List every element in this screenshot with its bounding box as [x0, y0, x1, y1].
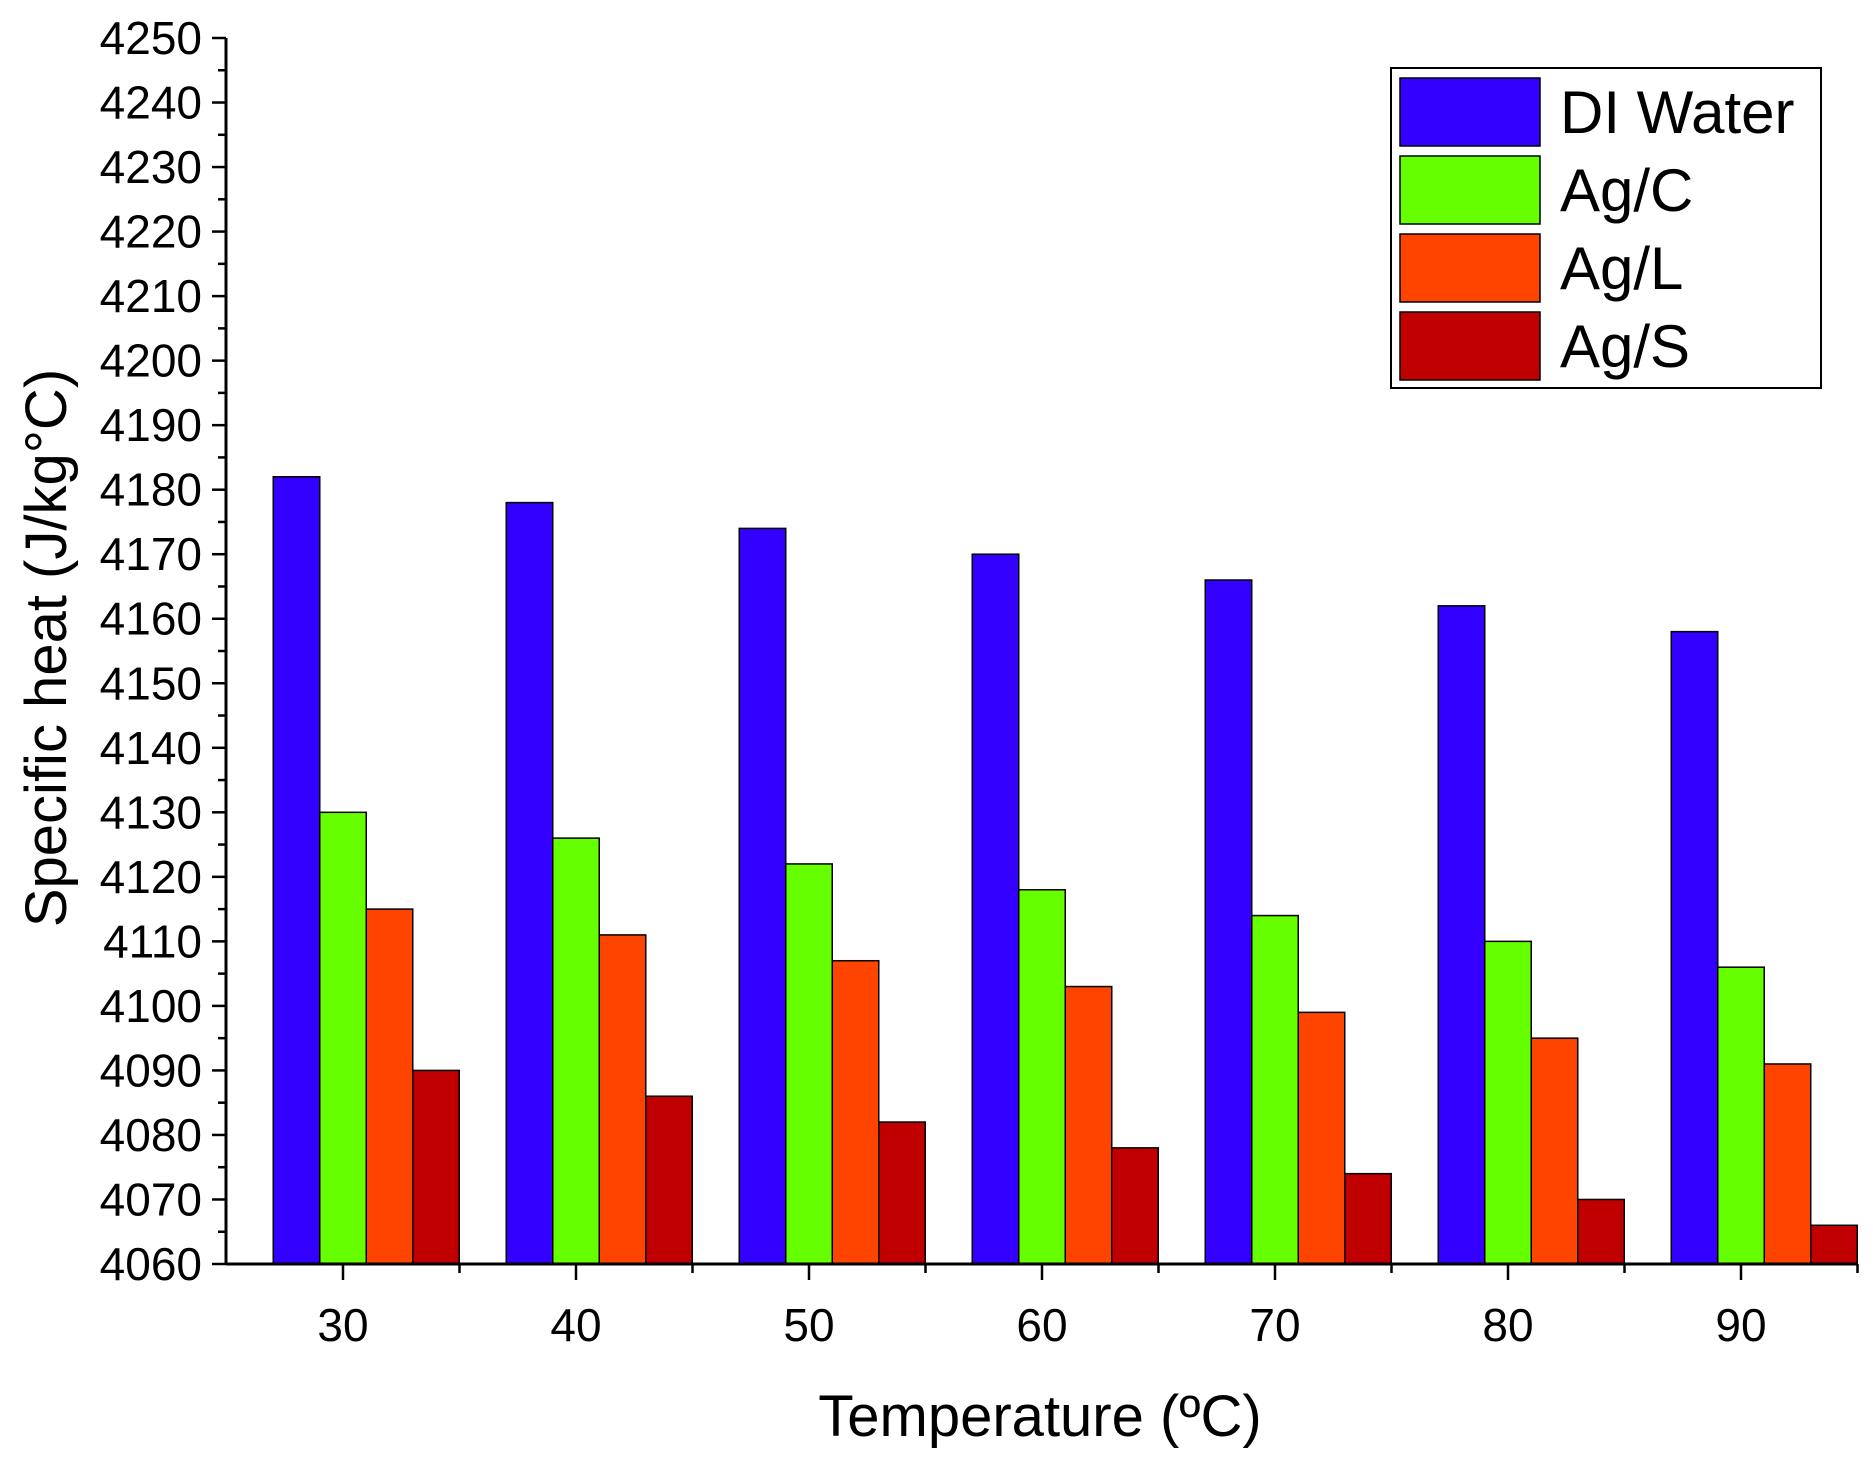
- y-tick-label: 4150: [100, 657, 202, 709]
- bar-ag-c-30: [319, 811, 367, 1265]
- legend-swatch-ag-l: [1399, 233, 1541, 303]
- bar-di-water-80: [1437, 605, 1486, 1265]
- y-tick-label: 4170: [100, 528, 202, 580]
- bar-ag-l-90: [1763, 1063, 1812, 1265]
- x-axis-title: Temperature (ºC): [818, 1384, 1261, 1449]
- x-tick-label: 60: [1016, 1299, 1067, 1351]
- legend-swatch-ag-s: [1399, 311, 1541, 381]
- bar-ag-l-60: [1064, 985, 1113, 1265]
- legend-label-ag-c: Ag/C: [1560, 157, 1693, 224]
- bar-di-water-70: [1204, 579, 1253, 1265]
- x-tick-label: 40: [550, 1299, 601, 1351]
- y-tick-label: 4200: [100, 335, 202, 387]
- bar-ag-c-50: [785, 863, 833, 1265]
- y-tick-label: 4140: [100, 722, 202, 774]
- x-tick-label: 90: [1715, 1299, 1766, 1351]
- y-tick-label: 4220: [100, 206, 202, 258]
- y-tick-label: 4160: [100, 593, 202, 645]
- bar-ag-c-40: [552, 837, 600, 1265]
- bar-ag-s-60: [1111, 1147, 1159, 1265]
- bar-di-water-50: [738, 527, 787, 1265]
- bar-ag-s-30: [412, 1069, 460, 1265]
- y-tick-label: 4210: [100, 270, 202, 322]
- y-tick-label: 4060: [100, 1238, 202, 1290]
- bar-di-water-40: [505, 501, 554, 1265]
- y-tick-label: 4070: [100, 1173, 202, 1225]
- y-tick-label: 4250: [100, 12, 202, 64]
- y-tick-label: 4090: [100, 1044, 202, 1096]
- tick-labels-layer: 4060407040804090410041104120413041404150…: [100, 12, 1767, 1351]
- y-tick-label: 4120: [100, 851, 202, 903]
- bar-ag-c-80: [1484, 940, 1532, 1265]
- axes-layer: [212, 36, 1859, 1280]
- y-axis-title: Specific heat (J/kg°C): [14, 369, 79, 927]
- y-tick-label: 4080: [100, 1109, 202, 1161]
- y-tick-label: 4110: [103, 915, 202, 967]
- bar-di-water-60: [971, 553, 1020, 1265]
- y-tick-label: 4230: [100, 141, 202, 193]
- bar-ag-l-30: [365, 908, 414, 1265]
- legend-items: DI Water Ag/C Ag/L Ag/S: [1399, 77, 1794, 381]
- bar-ag-s-40: [645, 1095, 693, 1265]
- y-tick-label: 4240: [100, 77, 202, 129]
- bar-ag-s-80: [1577, 1198, 1625, 1265]
- bar-ag-s-50: [878, 1121, 926, 1265]
- legend-swatch-di-water: [1399, 77, 1541, 147]
- y-tick-label: 4100: [100, 980, 202, 1032]
- bar-ag-c-70: [1251, 914, 1299, 1265]
- bar-ag-l-50: [831, 959, 880, 1265]
- bar-ag-c-60: [1018, 888, 1066, 1265]
- bar-di-water-90: [1670, 630, 1719, 1265]
- bar-ag-l-40: [598, 934, 647, 1265]
- bar-ag-s-90: [1810, 1224, 1858, 1265]
- legend-label-di-water: DI Water: [1560, 79, 1794, 146]
- y-tick-label: 4130: [100, 786, 202, 838]
- x-tick-label: 30: [317, 1299, 368, 1351]
- legend: DI Water Ag/C Ag/L Ag/S: [1390, 67, 1822, 389]
- bar-ag-c-90: [1717, 966, 1765, 1265]
- y-tick-label: 4180: [100, 464, 202, 516]
- bar-ag-s-70: [1344, 1172, 1392, 1265]
- bar-di-water-30: [272, 476, 321, 1265]
- legend-swatch-ag-c: [1399, 155, 1541, 225]
- bar-ag-l-80: [1530, 1037, 1579, 1265]
- x-tick-label: 50: [783, 1299, 834, 1351]
- legend-label-ag-s: Ag/S: [1560, 313, 1690, 380]
- legend-label-ag-l: Ag/L: [1560, 235, 1683, 302]
- y-tick-label: 4190: [100, 399, 202, 451]
- bar-ag-l-70: [1297, 1011, 1346, 1265]
- x-tick-label: 70: [1249, 1299, 1300, 1351]
- bars-layer: [272, 476, 1858, 1265]
- x-tick-label: 80: [1482, 1299, 1533, 1351]
